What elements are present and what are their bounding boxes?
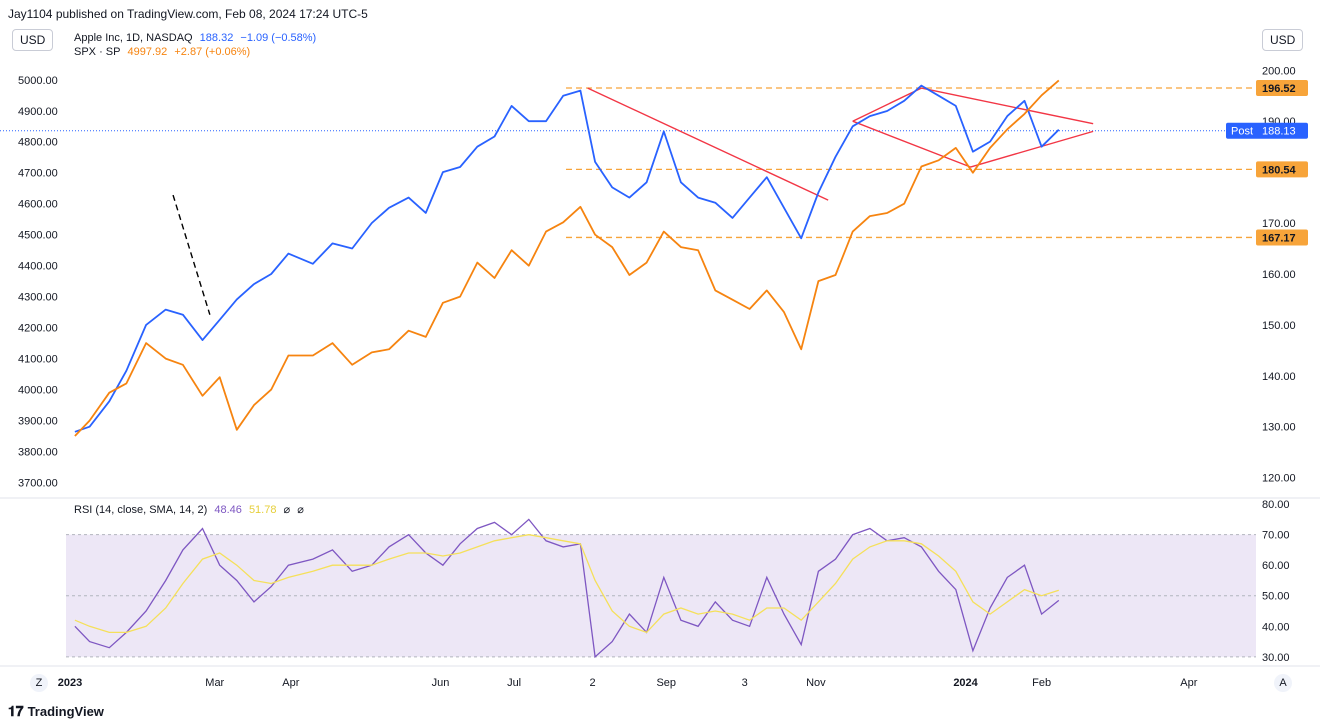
right-axis-tick: 160.00	[1262, 269, 1296, 281]
legend-rsi-name: RSI (14, close, SMA, 14, 2)	[74, 504, 208, 516]
x-axis-tick: Jul	[507, 677, 521, 689]
axis-button-right[interactable]: A	[1274, 674, 1292, 692]
right-axis-tick: 140.00	[1262, 371, 1296, 383]
legend-spx-change: +2.87 (+0.06%)	[174, 46, 251, 58]
rsi-axis-tick: 60.00	[1262, 560, 1290, 572]
legend-rsi-value: 48.46	[214, 504, 242, 516]
legend-spx[interactable]: SPX · SP 4997.92 +2.87 (+0.06%)	[74, 46, 254, 58]
eye-off-icon[interactable]: ⌀	[297, 504, 304, 516]
legend-spx-price: 4997.92	[127, 46, 168, 58]
rsi-axis-tick: 40.00	[1262, 621, 1290, 633]
left-axis-tick: 3800.00	[18, 447, 58, 459]
price-level-label: 196.52	[1262, 83, 1296, 95]
price-level-label: 180.54	[1262, 164, 1297, 176]
x-axis-tick: 2024	[953, 677, 978, 689]
publisher-line: Jay1104 published on TradingView.com, Fe…	[8, 7, 368, 21]
trendline	[852, 87, 922, 122]
eye-off-icon[interactable]: ⌀	[283, 504, 291, 516]
left-axis-tick: 4600.00	[18, 199, 58, 211]
price-level-badge	[1256, 161, 1308, 178]
trendline	[921, 87, 1094, 125]
dashed-annotation	[172, 194, 211, 315]
currency-right-badge[interactable]: USD	[1262, 29, 1304, 51]
right-axis-tick: 150.00	[1262, 320, 1296, 332]
trendline	[852, 120, 971, 168]
tradingview-logo-icon: 𝟏𝟕	[8, 703, 24, 719]
legend-aapl-price: 188.32	[199, 32, 234, 44]
left-axis-tick: 4400.00	[18, 261, 58, 273]
x-axis-tick: Nov	[806, 677, 826, 689]
trendline	[970, 130, 1094, 168]
legend-rsi[interactable]: RSI (14, close, SMA, 14, 2) 48.46 51.78 …	[74, 503, 308, 516]
rsi-axis-tick: 30.00	[1262, 652, 1290, 664]
right-axis-tick: 170.00	[1262, 218, 1296, 230]
left-axis-tick: 3900.00	[18, 416, 58, 428]
price-level-badge	[1256, 79, 1308, 96]
rsi-axis-tick: 80.00	[1262, 499, 1290, 511]
x-axis-tick: 3	[742, 677, 748, 689]
post-price-badge	[1226, 122, 1308, 139]
legend-aapl-name: Apple Inc, 1D, NASDAQ	[74, 32, 193, 44]
left-axis-tick: 4700.00	[18, 168, 58, 180]
left-axis-tick: 4800.00	[18, 137, 58, 149]
trendline	[587, 87, 829, 201]
legend-rsi-sma: 51.78	[248, 504, 277, 516]
rsi-axis-tick: 70.00	[1262, 530, 1290, 542]
left-axis-tick: 4500.00	[18, 230, 58, 242]
price-level-label: 167.17	[1262, 232, 1296, 244]
footer-brand-text: TradingView	[27, 704, 104, 719]
spx-series-line	[74, 79, 1060, 437]
x-axis-tick: Mar	[205, 677, 224, 689]
rsi-axis-tick: 50.00	[1262, 591, 1290, 603]
x-axis-tick: 2	[590, 677, 596, 689]
right-axis-tick: 200.00	[1262, 65, 1296, 77]
x-axis-tick: Jun	[432, 677, 450, 689]
post-price-value: 188.13	[1262, 126, 1296, 138]
footer-brand[interactable]: 𝟏𝟕 TradingView	[8, 703, 104, 720]
x-axis-tick: 2023	[58, 677, 82, 689]
left-axis-tick: 3700.00	[18, 478, 58, 490]
legend-aapl-change: −1.09 (−0.58%)	[240, 32, 317, 44]
legend-spx-name: SPX · SP	[74, 46, 121, 58]
left-axis-tick: 4900.00	[18, 106, 58, 118]
legend-aapl[interactable]: Apple Inc, 1D, NASDAQ 188.32 −1.09 (−0.5…	[74, 32, 320, 44]
left-axis-tick: 4100.00	[18, 354, 58, 366]
post-label: Post	[1231, 126, 1253, 138]
left-axis-tick: 4200.00	[18, 323, 58, 335]
price-level-badge	[1256, 229, 1308, 246]
x-axis-tick: Sep	[656, 677, 676, 689]
x-axis-tick: Feb	[1032, 677, 1051, 689]
currency-left-badge[interactable]: USD	[12, 29, 54, 51]
aapl-series-line	[74, 84, 1060, 433]
axis-button-left[interactable]: Z	[30, 674, 48, 692]
trendlines	[172, 87, 1094, 315]
rsi-ma-line	[74, 534, 1059, 634]
right-axis-tick: 130.00	[1262, 422, 1296, 434]
left-axis-tick: 4000.00	[18, 385, 58, 397]
x-axis-tick: Apr	[282, 677, 299, 689]
right-axis-tick: 120.00	[1262, 473, 1296, 485]
left-axis-tick: 5000.00	[18, 75, 58, 87]
x-axis-tick: Apr	[1180, 677, 1197, 689]
left-axis-tick: 4300.00	[18, 292, 58, 304]
